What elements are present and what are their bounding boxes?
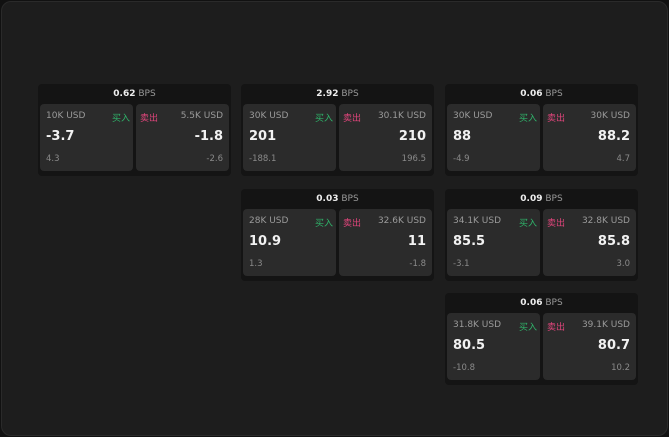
ask-quantity: 30.1K USD (377, 111, 426, 121)
ask-quantity: 39.1K USD (581, 320, 630, 330)
ask-price: 11 (407, 234, 426, 249)
spread-unit: BPS (138, 89, 156, 99)
spread-value: 0.09 (520, 194, 543, 204)
ask-quantity: 30K USD (590, 111, 630, 121)
buy-label: 买入 (518, 219, 537, 229)
spread-unit: BPS (341, 194, 359, 204)
buy-cell[interactable]: 30K USD 买入 88 -4.9 (447, 104, 540, 171)
ask-price: 88.2 (597, 129, 630, 144)
sell-cell[interactable]: 卖出 39.1K USD 80.7 10.2 (543, 313, 636, 380)
buy-label: 买入 (518, 323, 537, 333)
sell-label: 卖出 (343, 219, 362, 229)
spread-value: 0.03 (316, 194, 339, 204)
sell-cell[interactable]: 卖出 32.6K USD 11 -1.8 (339, 209, 432, 276)
bid-change: 4.3 (46, 154, 60, 164)
bid-price: 88 (453, 129, 472, 144)
buy-cell[interactable]: 10K USD 买入 -3.7 4.3 (40, 104, 133, 171)
ask-price: 85.8 (597, 234, 630, 249)
sell-label: 卖出 (343, 114, 362, 124)
bid-change: -188.1 (249, 154, 277, 164)
sell-label: 卖出 (547, 323, 566, 333)
spread-value: 2.92 (316, 89, 339, 99)
ask-change: 3.0 (616, 259, 630, 269)
sell-cell[interactable]: 卖出 30K USD 88.2 4.7 (543, 104, 636, 171)
spread-header: 0.03 BPS (241, 189, 434, 209)
ask-price: 80.7 (597, 338, 630, 353)
quote-tile: 0.09 BPS 34.1K USD 买入 85.5 -3.1 卖出 32.8K… (445, 189, 638, 281)
bid-price: -3.7 (46, 129, 75, 144)
quote-tile: 0.06 BPS 30K USD 买入 88 -4.9 卖出 30K USD 8… (445, 84, 638, 176)
ask-price: 210 (398, 129, 426, 144)
bid-change: 1.3 (249, 259, 263, 269)
bid-quantity: 30K USD (453, 111, 493, 121)
buy-cell[interactable]: 31.8K USD 买入 80.5 -10.8 (447, 313, 540, 380)
buy-cell[interactable]: 34.1K USD 买入 85.5 -3.1 (447, 209, 540, 276)
ask-change: -1.8 (409, 259, 426, 269)
ask-price: -1.8 (194, 129, 223, 144)
sell-label: 卖出 (547, 114, 566, 124)
bid-quantity: 10K USD (46, 111, 86, 121)
quote-tile: 0.06 BPS 31.8K USD 买入 80.5 -10.8 卖出 39.1… (445, 293, 638, 385)
quote-tile: 2.92 BPS 30K USD 买入 201 -188.1 卖出 30.1K … (241, 84, 434, 176)
spread-unit: BPS (341, 89, 359, 99)
sell-label: 卖出 (547, 219, 566, 229)
buy-label: 买入 (314, 219, 333, 229)
sell-cell[interactable]: 卖出 32.8K USD 85.8 3.0 (543, 209, 636, 276)
bid-quantity: 34.1K USD (453, 216, 502, 226)
spread-header: 0.06 BPS (445, 84, 638, 104)
spread-header: 2.92 BPS (241, 84, 434, 104)
bid-price: 80.5 (453, 338, 486, 353)
spread-unit: BPS (545, 89, 563, 99)
buy-cell[interactable]: 30K USD 买入 201 -188.1 (243, 104, 336, 171)
buy-cell[interactable]: 28K USD 买入 10.9 1.3 (243, 209, 336, 276)
ask-change: -2.6 (206, 154, 223, 164)
ask-change: 196.5 (401, 154, 426, 164)
spread-header: 0.09 BPS (445, 189, 638, 209)
buy-label: 买入 (111, 114, 130, 124)
ask-quantity: 32.8K USD (581, 216, 630, 226)
ask-quantity: 5.5K USD (180, 111, 223, 121)
sell-cell[interactable]: 卖出 30.1K USD 210 196.5 (339, 104, 432, 171)
spread-unit: BPS (545, 298, 563, 308)
buy-label: 买入 (314, 114, 333, 124)
ask-change: 4.7 (616, 154, 630, 164)
spread-unit: BPS (545, 194, 563, 204)
ask-change: 10.2 (611, 363, 630, 373)
bid-change: -4.9 (453, 154, 470, 164)
bid-quantity: 31.8K USD (453, 320, 502, 330)
bid-change: -3.1 (453, 259, 470, 269)
ask-quantity: 32.6K USD (377, 216, 426, 226)
spread-header: 0.06 BPS (445, 293, 638, 313)
spread-value: 0.62 (113, 89, 136, 99)
bid-price: 85.5 (453, 234, 486, 249)
spread-header: 0.62 BPS (38, 84, 231, 104)
spread-value: 0.06 (520, 298, 543, 308)
bid-change: -10.8 (453, 363, 475, 373)
bid-quantity: 28K USD (249, 216, 289, 226)
bid-price: 10.9 (249, 234, 282, 249)
sell-cell[interactable]: 卖出 5.5K USD -1.8 -2.6 (136, 104, 229, 171)
quote-tile: 0.62 BPS 10K USD 买入 -3.7 4.3 卖出 5.5K USD… (38, 84, 231, 176)
quote-tile: 0.03 BPS 28K USD 买入 10.9 1.3 卖出 32.6K US… (241, 189, 434, 281)
bid-quantity: 30K USD (249, 111, 289, 121)
bid-price: 201 (249, 129, 277, 144)
buy-label: 买入 (518, 114, 537, 124)
sell-label: 卖出 (140, 114, 159, 124)
spread-value: 0.06 (520, 89, 543, 99)
